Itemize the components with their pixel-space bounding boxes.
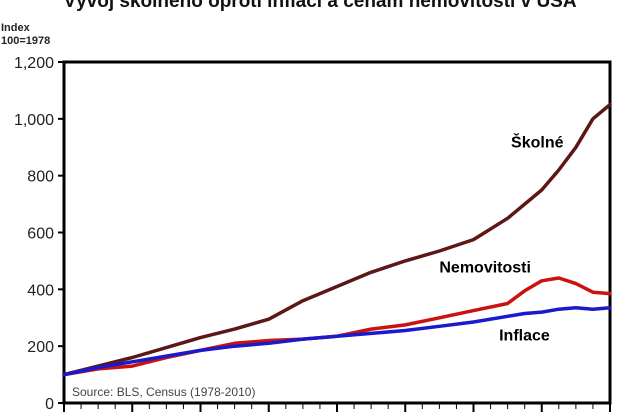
- y-axis: 0 200 400 600 800 1,000 1,200: [14, 55, 64, 413]
- y-tick-label: 200: [27, 339, 54, 356]
- series-label: Inflace: [499, 327, 550, 344]
- series-label: Školné: [511, 132, 564, 151]
- y-tick-label: 400: [27, 282, 54, 299]
- y-tick-label: 600: [27, 226, 54, 243]
- y-tick-label: 800: [27, 169, 54, 186]
- source-note: Source: BLS, Census (1978-2010): [72, 385, 255, 399]
- series-label: Nemovitosti: [439, 259, 531, 276]
- y-tick-label: 1,000: [14, 112, 54, 129]
- y-tick-label: 0: [45, 396, 54, 413]
- y-tick-label: 1,200: [14, 55, 54, 72]
